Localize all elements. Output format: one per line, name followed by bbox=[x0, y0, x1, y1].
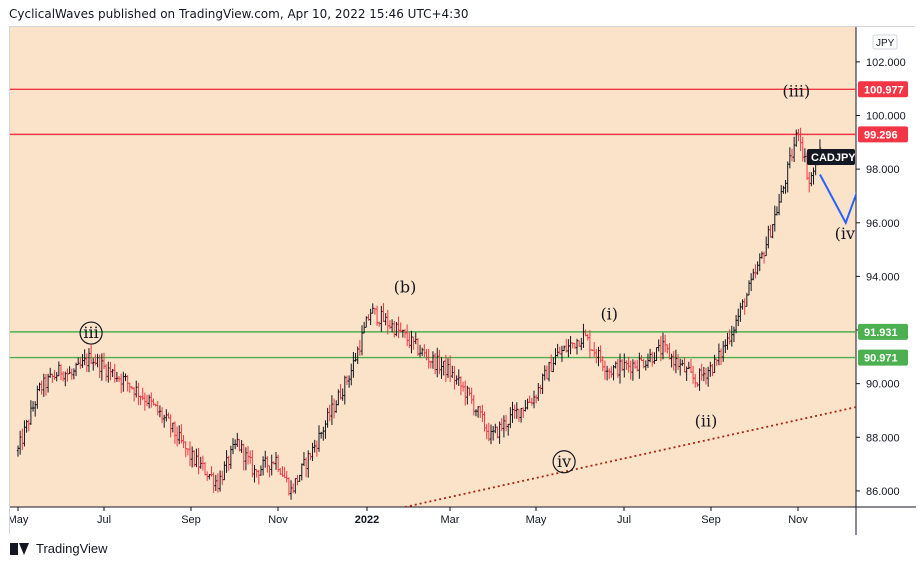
x-tick-label: Jul bbox=[97, 514, 111, 526]
price-chart[interactable]: 86.00088.00090.00092.00094.00096.00098.0… bbox=[10, 27, 916, 535]
price-level-tag-label: 91.931 bbox=[864, 327, 898, 339]
wave-label: (i) bbox=[600, 304, 618, 323]
y-tick-label: 98.000 bbox=[866, 164, 900, 176]
symbol-tag-label: CADJPY bbox=[811, 152, 856, 164]
x-tick-label: Jul bbox=[617, 514, 631, 526]
y-tick-label: 86.000 bbox=[866, 486, 900, 498]
symbol-tag bbox=[807, 149, 855, 166]
wave-label: (ii) bbox=[695, 412, 718, 431]
x-tick-label: Nov bbox=[788, 514, 808, 526]
currency-box bbox=[872, 34, 898, 50]
x-tick-label: Mar bbox=[441, 514, 460, 526]
tradingview-logo-icon bbox=[10, 542, 30, 555]
wave-label-circle bbox=[552, 450, 576, 474]
publisher-line: CyclicalWaves published on TradingView.c… bbox=[9, 7, 469, 21]
price-level-tag-label: 99.296 bbox=[864, 129, 898, 141]
wave-label: (b) bbox=[394, 277, 417, 296]
price-level-tag-label: 100.977 bbox=[864, 84, 904, 96]
x-tick-label: May bbox=[526, 514, 547, 526]
x-tick-label: May bbox=[10, 514, 29, 526]
chart-panel[interactable]: 86.00088.00090.00092.00094.00096.00098.0… bbox=[9, 26, 916, 535]
projection-path bbox=[819, 174, 856, 226]
currency-label: JPY bbox=[876, 38, 895, 49]
price-level-tag bbox=[858, 349, 908, 366]
price-level-tag bbox=[858, 323, 908, 340]
y-tick-label: 94.000 bbox=[866, 271, 900, 283]
footer-brand: TradingView bbox=[36, 541, 108, 556]
price-level-tag-label: 90.971 bbox=[864, 353, 898, 365]
y-tick-label: 88.000 bbox=[866, 432, 900, 444]
x-tick-label: Sep bbox=[181, 514, 201, 526]
x-tick-label: Sep bbox=[701, 514, 721, 526]
price-axis-background bbox=[856, 27, 916, 535]
wave-label: (iv) bbox=[835, 224, 862, 243]
x-tick-label: 2022 bbox=[355, 514, 379, 526]
plot-area: iii (b) (i) iv (ii) (iii) (iv) bbox=[10, 82, 862, 507]
price-level-tag bbox=[858, 81, 908, 98]
y-tick-label: 100.000 bbox=[866, 110, 906, 122]
wave-label: iv bbox=[557, 452, 571, 471]
plot-background bbox=[10, 27, 856, 507]
y-tick-label: 90.000 bbox=[866, 379, 900, 391]
wave-label: iii bbox=[83, 323, 98, 342]
time-axis-background bbox=[10, 507, 856, 535]
price-level-tag bbox=[858, 126, 908, 143]
x-tick-label: Nov bbox=[268, 514, 288, 526]
y-tick-label: 102.000 bbox=[866, 57, 906, 69]
wave-label: (iii) bbox=[782, 82, 810, 101]
wave-label-circle bbox=[79, 321, 103, 345]
y-tick-label: 96.000 bbox=[866, 218, 900, 230]
footer: TradingView bbox=[10, 541, 108, 556]
